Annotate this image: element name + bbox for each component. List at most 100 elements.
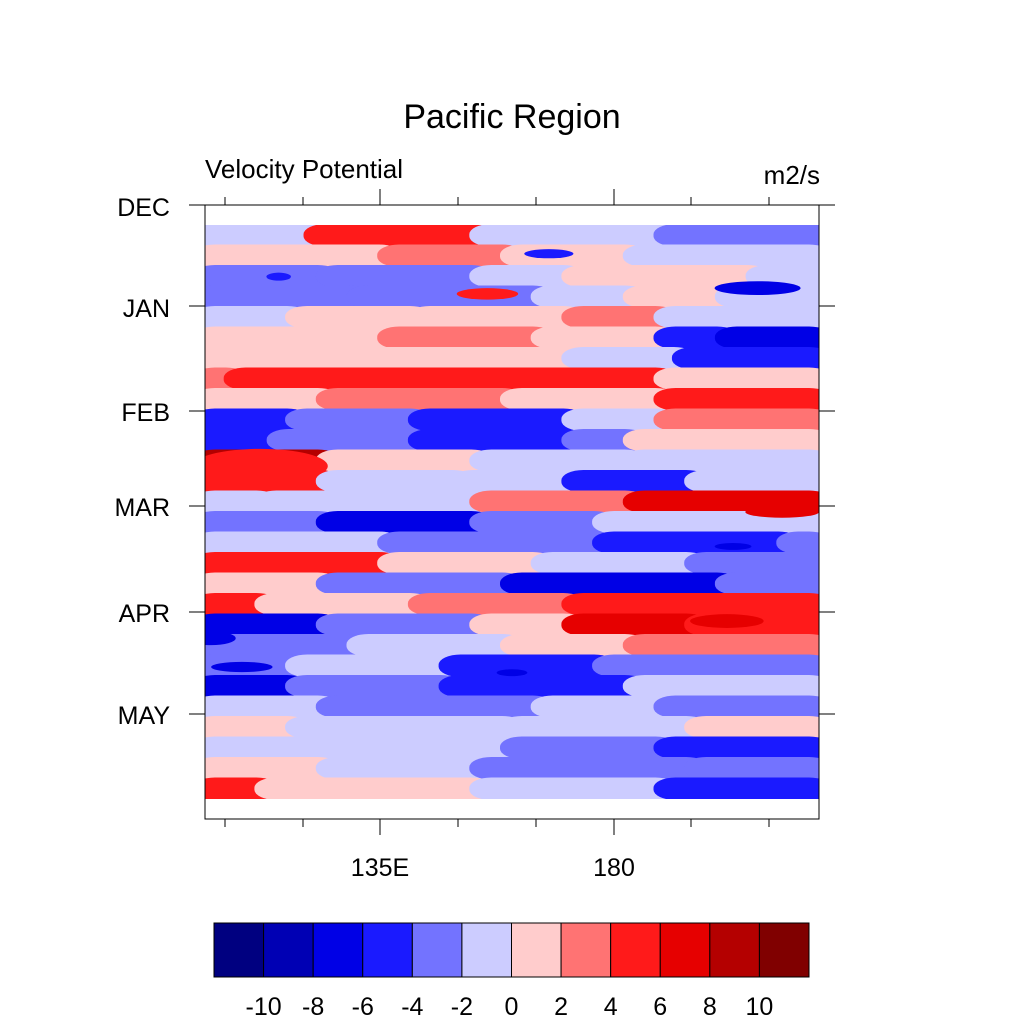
contour-band-2-3 — [561, 265, 770, 288]
y-tick-label-may: MAY — [118, 702, 171, 730]
contour-band-23-0 — [205, 695, 340, 718]
contour-band-3-2 — [530, 285, 647, 308]
y-tick-label-dec: DEC — [117, 194, 170, 222]
colorbar-box-1 — [263, 922, 314, 978]
contour-band-11-1 — [315, 449, 494, 472]
contour-band-2-2 — [469, 265, 586, 288]
colorbar-box-10 — [709, 922, 760, 978]
colorbar-box-3 — [362, 922, 413, 978]
contour-band-1-3 — [622, 244, 819, 267]
contour-band-5-2 — [530, 326, 678, 349]
right-string: m2/s — [764, 160, 820, 190]
left-string: Velocity Potential — [205, 154, 403, 184]
contour-band-4-1 — [285, 306, 432, 329]
contour-cell-11 — [456, 288, 519, 300]
contour-band-14-1 — [315, 511, 494, 534]
contour-band-12-4 — [684, 470, 819, 493]
contour-band-15-2 — [592, 531, 801, 554]
contour-band-10-1 — [266, 429, 432, 452]
contour-cell-7 — [346, 519, 384, 528]
contour-cell-12 — [524, 249, 574, 259]
contour-band-25-1 — [346, 736, 524, 759]
chart-title: Pacific Region — [403, 98, 620, 136]
colorbar-box-11 — [758, 922, 810, 978]
contour-band-6-0 — [205, 347, 310, 370]
contour-band-26-1 — [315, 757, 494, 780]
contour-band-22-0 — [205, 675, 310, 698]
x-tick-label-180: 180 — [593, 854, 635, 882]
contour-band-10-4 — [622, 429, 819, 452]
contour-band-25-3 — [653, 736, 819, 759]
contour-band-19-1 — [315, 613, 494, 636]
y-tick-label-jan: JAN — [123, 295, 170, 323]
contour-band-24-1 — [285, 716, 524, 739]
contour-band-6-3 — [671, 347, 819, 370]
contour-band-23-2 — [530, 695, 678, 718]
y-tick-label-apr: APR — [119, 600, 170, 628]
contour-band-13-2 — [469, 490, 647, 513]
contour-band-26-3 — [684, 757, 819, 780]
contour-cell-9 — [496, 669, 528, 677]
contour-band-21-2 — [438, 654, 617, 677]
colorbar-box-9 — [659, 922, 711, 978]
contour-band-5-1 — [377, 326, 555, 349]
contour-band-9-2 — [407, 408, 586, 431]
contour-band-27-1 — [254, 777, 494, 799]
contour-band-7-1 — [223, 367, 678, 390]
contour-band-20-1 — [346, 634, 524, 657]
contour-band-9-1 — [285, 408, 432, 431]
colorbar-label-4: -2 — [451, 993, 473, 1021]
colorbar-label-9: 8 — [703, 993, 717, 1021]
contour-band-8-2 — [500, 388, 678, 411]
colorbar-label-1: -8 — [302, 993, 324, 1021]
contour-band-22-2 — [438, 675, 647, 698]
contour-band-6-2 — [561, 347, 696, 370]
contour-band-0-0 — [205, 225, 328, 247]
contour-band-20-2 — [500, 634, 647, 657]
y-tick-label-mar: MAR — [114, 494, 170, 522]
contour-band-5-4 — [714, 326, 819, 349]
contour-band-16-0 — [205, 552, 402, 575]
contour-cell-3 — [690, 614, 764, 628]
contour-band-12-2 — [450, 470, 586, 493]
contour-band-18-3 — [561, 593, 819, 616]
contour-band-8-3 — [653, 388, 819, 411]
contour-cell-5 — [745, 506, 819, 518]
contour-band-12-1 — [315, 470, 475, 493]
contour-band-20-3 — [622, 634, 819, 657]
contour-fill — [205, 225, 819, 799]
contour-band-15-0 — [205, 531, 402, 554]
colorbar-box-7 — [560, 922, 612, 978]
colorbar-box-6 — [511, 922, 562, 978]
contour-band-11-2 — [469, 449, 647, 472]
contour-band-16-2 — [530, 552, 709, 575]
y-tick-label-feb: FEB — [121, 399, 170, 427]
contour-band-4-3 — [561, 306, 678, 329]
contour-band-4-2 — [407, 306, 586, 329]
contour-band-4-0 — [205, 306, 310, 329]
contour-cell-6 — [714, 542, 752, 550]
contour-band-14-2 — [469, 511, 617, 534]
contour-band-0-1 — [303, 225, 494, 247]
contour-band-19-3 — [561, 613, 709, 636]
contour-band-9-4 — [653, 408, 819, 431]
contour-band-17-2 — [500, 572, 739, 595]
contour-band-24-2 — [500, 716, 709, 739]
contour-band-22-3 — [622, 675, 819, 698]
contour-band-10-2 — [407, 429, 586, 452]
colorbar-box-2 — [312, 922, 364, 978]
contour-band-22-1 — [285, 675, 463, 698]
colorbar-box-0 — [213, 922, 265, 978]
colorbar-label-2: -6 — [352, 993, 374, 1021]
contour-band-7-2 — [653, 367, 819, 390]
contour-band-21-1 — [285, 654, 463, 677]
contour-band-21-3 — [592, 654, 819, 677]
contour-band-26-0 — [205, 757, 340, 780]
contour-band-27-2 — [469, 777, 678, 799]
contour-band-8-0 — [205, 388, 340, 411]
colorbar-box-8 — [610, 922, 661, 978]
contour-band-0-2 — [469, 225, 678, 247]
contour-band-25-2 — [500, 736, 678, 759]
contour-band-18-1 — [254, 593, 432, 616]
